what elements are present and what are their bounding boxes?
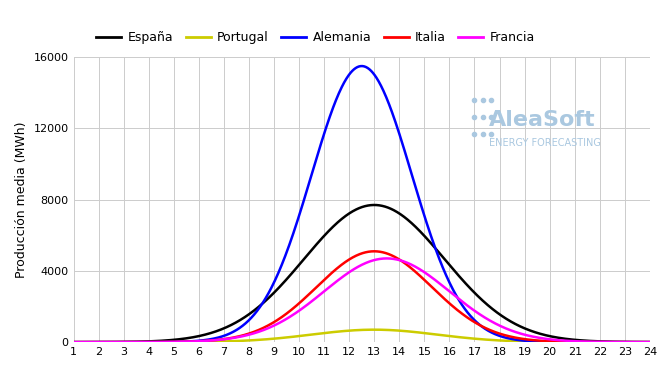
Alemania (530, 339, 538, 344)
Francia (128, 340, 136, 344)
Alemania (358, 64, 366, 68)
Portugal (128, 340, 136, 344)
Portugal (530, 339, 538, 344)
Portugal (646, 340, 654, 344)
Y-axis label: Producción media (MWh): Producción media (MWh) (15, 121, 28, 278)
Alemania (128, 340, 136, 344)
Italia (370, 249, 378, 254)
España (128, 340, 136, 344)
Alemania (323, 122, 331, 126)
Portugal (519, 339, 528, 344)
Italia (323, 275, 331, 279)
Francia (302, 303, 310, 307)
Francia (466, 305, 474, 310)
Italia (466, 317, 474, 321)
Line: Francia: Francia (73, 259, 650, 342)
España (530, 330, 538, 334)
Francia (519, 332, 528, 337)
Text: AleaSoft: AleaSoft (489, 110, 595, 130)
España (646, 340, 654, 344)
Francia (530, 334, 538, 339)
Alemania (302, 189, 310, 193)
Line: Portugal: Portugal (73, 330, 650, 342)
Alemania (69, 340, 77, 344)
Francia (646, 340, 654, 344)
Alemania (466, 313, 474, 317)
Portugal (466, 336, 474, 340)
Text: ENERGY FORECASTING: ENERGY FORECASTING (489, 138, 600, 148)
Italia (69, 340, 77, 344)
Francia (69, 340, 77, 344)
Italia (128, 340, 136, 344)
Portugal (302, 333, 310, 337)
Line: España: España (73, 205, 650, 342)
Alemania (646, 340, 654, 344)
Francia (383, 256, 391, 261)
España (466, 286, 474, 290)
Portugal (69, 340, 77, 344)
España (370, 203, 378, 207)
España (69, 340, 77, 344)
España (323, 230, 331, 235)
Legend: España, Portugal, Alemania, Italia, Francia: España, Portugal, Alemania, Italia, Fran… (91, 26, 540, 49)
Line: Alemania: Alemania (73, 66, 650, 342)
Italia (530, 338, 538, 342)
Alemania (519, 339, 528, 343)
Italia (302, 294, 310, 299)
Line: Italia: Italia (73, 251, 650, 342)
Portugal (370, 327, 378, 332)
Italia (646, 340, 654, 344)
Portugal (323, 330, 331, 335)
España (302, 254, 310, 258)
Italia (519, 337, 528, 341)
España (519, 326, 528, 330)
Francia (323, 286, 331, 291)
